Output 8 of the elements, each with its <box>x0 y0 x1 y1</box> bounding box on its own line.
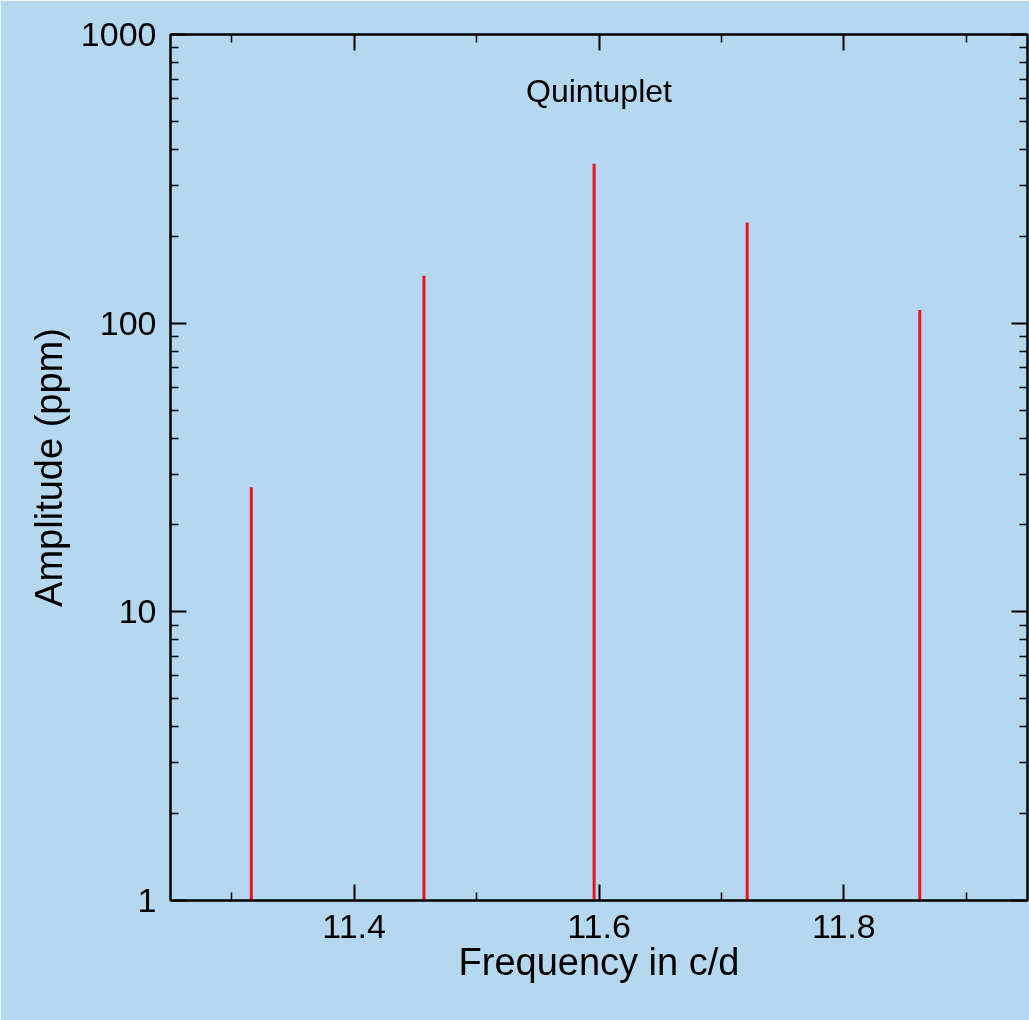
text: Quintuplet <box>526 72 673 109</box>
y-tick-label: 1 <box>137 881 157 919</box>
y-tick-label: 100 <box>99 303 157 342</box>
x-tick-label: 11.8 <box>812 906 876 945</box>
y-tick-label: 1000 <box>80 15 157 53</box>
y-axis-title: Amplitude (ppm) <box>27 328 70 607</box>
x-tick-label: 11.4 <box>322 906 386 945</box>
y-tick-label: 10 <box>118 592 157 631</box>
